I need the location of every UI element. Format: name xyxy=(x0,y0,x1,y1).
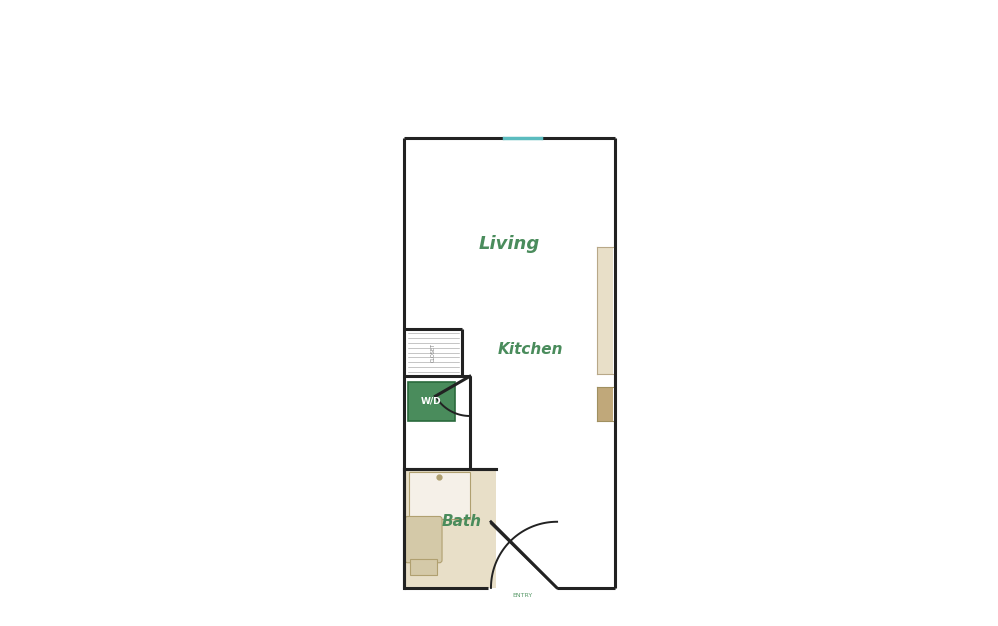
Text: Living: Living xyxy=(479,235,540,253)
FancyBboxPatch shape xyxy=(405,516,442,563)
Text: ENTRY: ENTRY xyxy=(513,593,533,598)
Bar xyxy=(410,559,437,575)
Bar xyxy=(407,382,455,421)
Text: W/D: W/D xyxy=(421,397,442,406)
Text: CLOSET: CLOSET xyxy=(430,343,435,362)
Text: Kitchen: Kitchen xyxy=(498,342,564,357)
Bar xyxy=(403,469,496,588)
Bar xyxy=(409,471,470,519)
Bar xyxy=(597,247,613,374)
Text: Bath: Bath xyxy=(442,515,482,529)
Text: This is a MFTE income qualified home.: This is a MFTE income qualified home. xyxy=(244,23,754,47)
Text: Please reach out to our leasing office for more information!: Please reach out to our leasing office f… xyxy=(100,67,898,91)
Bar xyxy=(597,387,613,421)
